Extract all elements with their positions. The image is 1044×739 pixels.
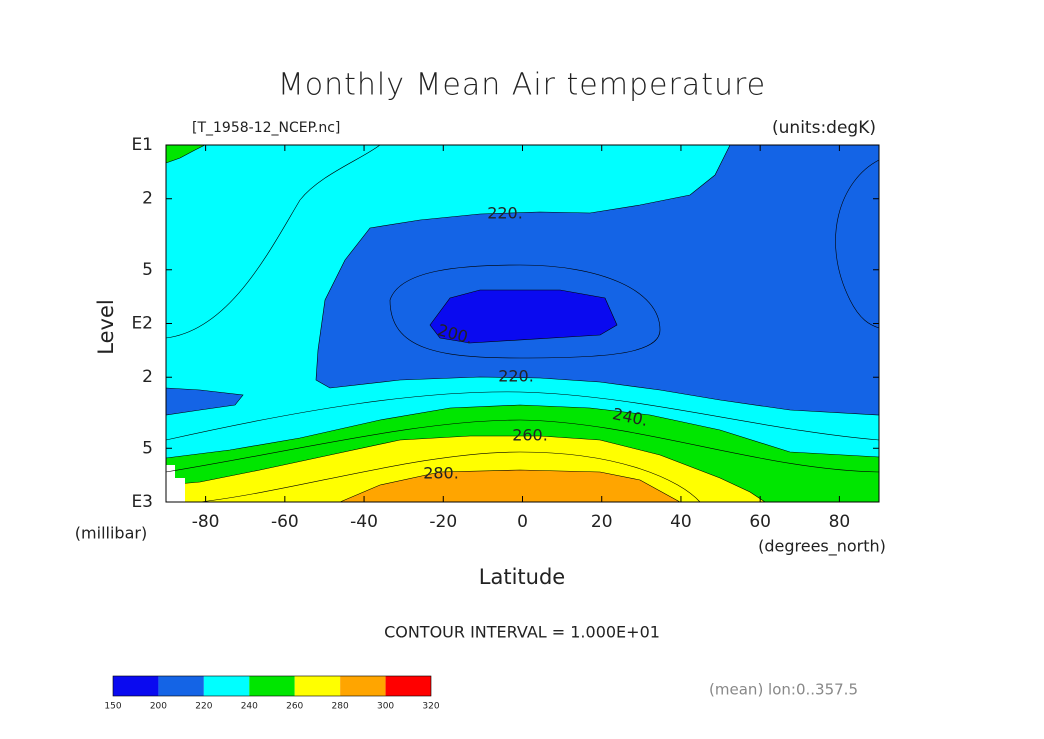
y-tick-label: E1 (131, 135, 153, 155)
y-tick-label: E2 (131, 314, 153, 334)
contour-line (165, 144, 381, 339)
x-tick-label: 80 (829, 512, 851, 532)
contour-line (835, 159, 880, 329)
contour-band (315, 144, 880, 416)
colorbar-box (203, 676, 250, 696)
x-tick-label: -60 (271, 512, 299, 532)
contour-band (339, 469, 681, 503)
x-tick-label: 60 (749, 512, 771, 532)
y-units: (millibar) (75, 524, 147, 543)
colorbar-box (294, 676, 341, 696)
contour-band (429, 289, 618, 344)
contour-line (165, 419, 880, 473)
colorbar-box (113, 676, 159, 696)
x-tick-label: 0 (517, 512, 528, 532)
colorbar-label: 320 (422, 702, 439, 712)
missing-data (166, 465, 185, 502)
x-tick-label: -80 (192, 512, 220, 532)
colorbar-box (340, 676, 386, 696)
x-axis-label: Latitude (479, 565, 565, 589)
contour-label: 260. (512, 426, 548, 445)
colorbar-box (158, 676, 204, 696)
y-tick-label: E3 (131, 492, 153, 512)
contour-line (165, 391, 880, 441)
colorbar-label: 260 (286, 702, 303, 712)
x-tick-label: 40 (670, 512, 692, 532)
subtitle: [T_1958-12_NCEP.nc] (192, 120, 340, 136)
plot-area (165, 144, 880, 503)
colorbar-label: 300 (377, 702, 394, 712)
colorbar-label: 200 (150, 702, 167, 712)
x-units: (degrees_north) (758, 537, 886, 557)
x-tick-label: -20 (429, 512, 457, 532)
x-tick-label: 20 (591, 512, 613, 532)
contour-label: 280. (423, 464, 459, 483)
colorbar-label: 280 (332, 702, 349, 712)
colorbar-frame (112, 675, 432, 697)
colorbar-label: 240 (241, 702, 258, 712)
chart-title: Monthly Mean Air temperature (278, 68, 766, 103)
colorbar-box (385, 676, 431, 696)
colorbar-label: 150 (104, 702, 121, 712)
y-tick-label: 2 (142, 367, 153, 387)
contour-label: 220. (498, 367, 534, 386)
y-tick-label: 5 (142, 438, 153, 458)
units-label: (units:degK) (772, 118, 876, 138)
note: (mean) lon:0..357.5 (709, 681, 858, 699)
x-tick-label: -40 (350, 512, 378, 532)
colorbar-box (249, 676, 295, 696)
y-tick-label: 5 (142, 260, 153, 280)
contour-label: 220. (487, 204, 523, 223)
y-tick-label: 2 (142, 189, 153, 209)
contour-interval: CONTOUR INTERVAL = 1.000E+01 (384, 623, 660, 642)
colorbar-label: 220 (195, 702, 212, 712)
contour-line (389, 264, 661, 359)
y-axis-label: Level (94, 299, 118, 354)
contour-line (199, 451, 701, 503)
